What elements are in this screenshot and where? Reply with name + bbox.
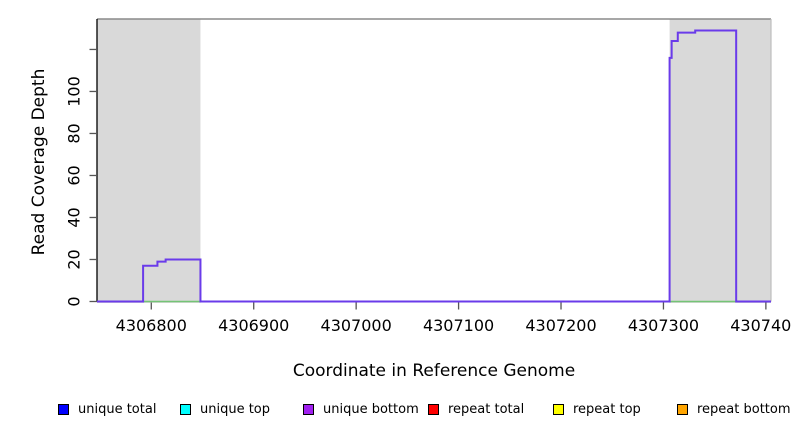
x-tick-label: 4307100 [423,316,494,335]
legend: unique total unique top unique bottom repea… [0,399,792,423]
y-tick-label: 0 [65,296,84,306]
legend-item-unique-total: unique total [58,399,156,419]
y-tick-label: 40 [65,207,84,227]
x-axis-title: Coordinate in Reference Genome [292,361,576,381]
legend-item-repeat-bottom: repeat bottom [677,399,791,419]
legend-item-unique-bottom: unique bottom [303,399,419,419]
legend-label: repeat total [448,401,525,417]
y-tick-label: 20 [65,249,84,269]
x-tick-label: 4307300 [628,316,699,335]
legend-label: repeat bottom [697,401,791,417]
unique-bottom-coverage-line [97,29,771,303]
legend-label: repeat top [573,401,641,417]
legend-label: unique top [200,401,271,417]
right-shaded-region [669,19,771,303]
legend-swatch-icon [428,403,439,415]
x-tick-label: 4306800 [116,316,187,335]
legend-item-repeat-total: repeat total [428,399,524,419]
legend-swatch-icon [553,403,564,415]
left-shaded-region [97,19,201,303]
legend-label: unique bottom [323,401,419,417]
legend-swatch-icon [677,403,688,415]
x-tick-label: 4307200 [525,316,596,335]
legend-item-repeat-top: repeat top [553,399,641,419]
legend-swatch-icon [180,403,191,415]
x-tick-label: 4306900 [218,316,289,335]
legend-label: unique total [78,401,157,417]
legend-item-unique-top: unique top [180,399,270,419]
legend-swatch-icon [303,403,314,415]
y-axis-title: Read Coverage Depth [29,68,49,256]
y-tick-label: 100 [65,76,84,107]
y-tick-label: 80 [65,123,84,143]
coverage-chart: 4306800 4306900 4307000 4307100 4307200 43073… [65,18,792,335]
x-tick-label: 4307000 [321,316,392,335]
y-tick-label: 60 [65,165,84,185]
legend-swatch-icon [58,403,69,415]
